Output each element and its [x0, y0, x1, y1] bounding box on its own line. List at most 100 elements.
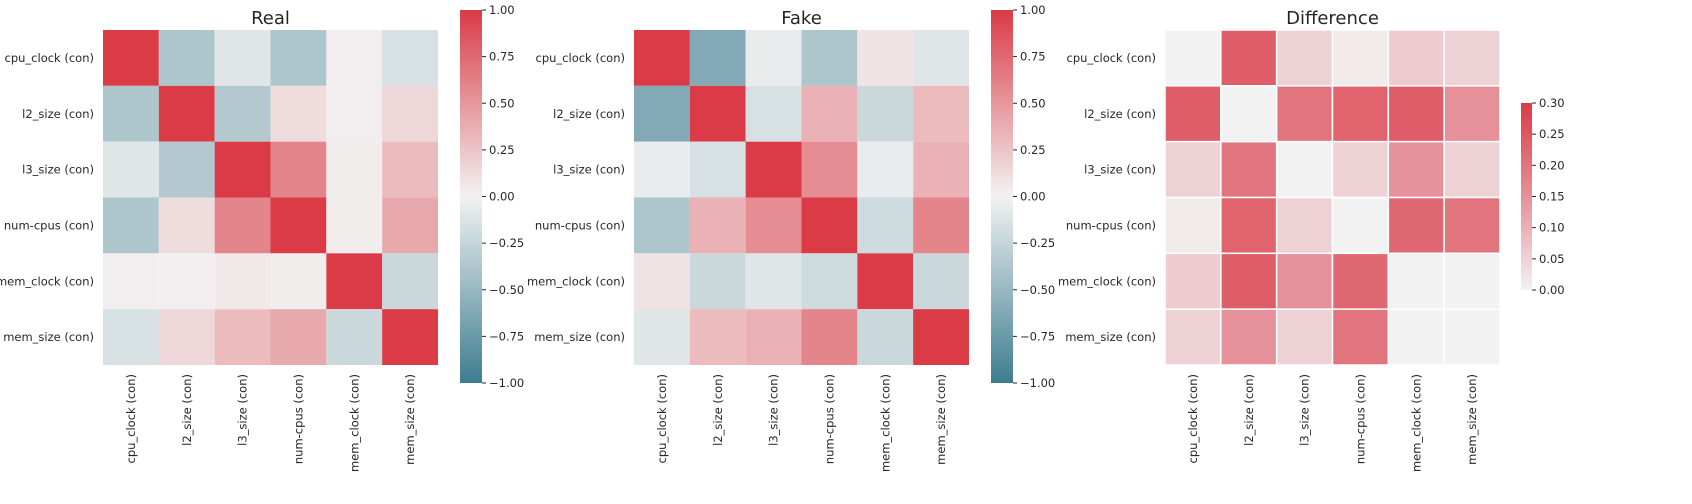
heatmap-cell	[1275, 252, 1334, 310]
col-tick-label: cpu_clock (con)	[655, 374, 669, 463]
colorbar-tick-label: 0.75	[489, 50, 515, 64]
heatmap-cell	[1164, 29, 1222, 87]
colorbar-tick-label: 0.25	[489, 143, 515, 157]
heatmap-cell	[1331, 29, 1390, 87]
heatmap-cell	[1387, 85, 1445, 143]
col-tick-label: l3_size (con)	[767, 374, 781, 446]
heatmap-cell	[326, 253, 383, 310]
heatmap-cell	[913, 253, 969, 310]
heatmap-cell	[1443, 140, 1501, 199]
row-tick-label: mem_size (con)	[534, 330, 625, 344]
col-tick-label: l2_size (con)	[1242, 374, 1256, 446]
colorbar-tick-label: 0.00	[489, 190, 515, 204]
heatmap-cell	[634, 85, 690, 142]
colorbar-tick-label: −0.50	[489, 283, 524, 297]
heatmap-cell	[1331, 85, 1390, 143]
heatmap-cell	[214, 141, 271, 198]
col-tick-label: mem_size (con)	[1465, 374, 1479, 465]
col-tick-label: num-cpus (con)	[822, 374, 836, 464]
colorbar-tick-label: 0.75	[1020, 50, 1046, 64]
colorbar	[460, 10, 482, 383]
heatmap-cell	[689, 253, 746, 310]
col-tick-label: l2_size (con)	[711, 374, 725, 446]
heatmap-cell	[689, 85, 746, 142]
heatmap-cell	[1220, 85, 1278, 143]
row-tick-label: num-cpus (con)	[4, 218, 94, 232]
heatmap-cell	[1275, 29, 1334, 87]
col-tick-label: cpu_clock (con)	[124, 374, 138, 463]
colorbar-tick-label: 0.30	[1539, 96, 1565, 110]
heatmap-cell	[745, 197, 802, 254]
row-tick-label: mem_clock (con)	[527, 274, 625, 288]
col-tick-label: mem_clock (con)	[1409, 374, 1423, 472]
heatmap-cell	[689, 309, 746, 365]
heatmap-cell	[103, 253, 159, 310]
heatmap-cell	[214, 197, 271, 254]
col-tick-label: mem_clock (con)	[347, 374, 361, 472]
heatmap-cell	[158, 197, 215, 254]
row-tick-label: cpu_clock (con)	[5, 51, 94, 65]
heatmap-cell	[158, 253, 215, 310]
heatmap-cell	[1275, 196, 1334, 255]
heatmap-cell	[326, 141, 383, 198]
heatmap-cell	[1220, 29, 1278, 87]
colorbar-tick-label: −0.50	[1020, 283, 1055, 297]
heatmap-cell	[382, 197, 438, 254]
heatmap-cell	[326, 30, 383, 86]
heatmap-cell	[634, 197, 690, 254]
row-tick-label: l2_size (con)	[22, 107, 94, 121]
heatmap-cell	[913, 30, 969, 86]
heatmap-panel-fake: Fake cpu_clock (con) l2_size (con) l3_size …	[527, 3, 1055, 472]
heatmap-cell	[1275, 85, 1334, 143]
chart-title: Real	[251, 8, 290, 29]
heatmap-cell	[801, 309, 858, 365]
heatmap-cell	[382, 85, 438, 142]
heatmap-cell	[1164, 252, 1222, 310]
heatmap-cell	[1275, 140, 1334, 199]
heatmap-cell	[857, 30, 914, 86]
row-tick-label: l3_size (con)	[553, 163, 625, 177]
heatmap-cell	[1164, 85, 1222, 143]
heatmap-cell	[634, 30, 690, 86]
row-tick-label: mem_size (con)	[1065, 330, 1156, 344]
row-tick-label: l3_size (con)	[22, 163, 94, 177]
colorbar	[991, 10, 1013, 383]
colorbar-tick-label: −0.25	[489, 236, 524, 250]
heatmap-cell	[1220, 140, 1278, 199]
heatmap-cell	[913, 197, 969, 254]
heatmap-cell	[1220, 196, 1278, 255]
heatmap-cell	[270, 197, 327, 254]
heatmap-cell	[857, 197, 914, 254]
row-tick-label: cpu_clock (con)	[536, 51, 625, 65]
heatmap-cell	[1443, 252, 1501, 310]
heatmap-cell	[913, 309, 969, 365]
heatmap-cell	[270, 309, 327, 365]
colorbar-tick-label: 0.25	[1020, 143, 1046, 157]
colorbar-tick-label: −0.75	[489, 329, 524, 343]
colorbar	[1521, 103, 1532, 290]
heatmap-cell	[382, 309, 438, 365]
heatmap-cell	[745, 309, 802, 365]
heatmap-cell	[857, 253, 914, 310]
heatmap-cell	[634, 141, 690, 198]
heatmap-cell	[1387, 196, 1445, 255]
col-tick-label: num-cpus (con)	[291, 374, 305, 464]
heatmap-cell	[1331, 140, 1390, 199]
heatmap-cell	[1220, 252, 1278, 310]
heatmap-cell	[270, 253, 327, 310]
row-tick-label: num-cpus (con)	[1066, 218, 1156, 232]
colorbar-tick-label: 1.00	[1020, 3, 1046, 17]
colorbar-tick-label: 1.00	[489, 3, 515, 17]
heatmap-cell	[382, 30, 438, 86]
heatmap-cell	[103, 30, 159, 86]
heatmap-cell	[801, 253, 858, 310]
heatmap-cell	[1443, 85, 1501, 143]
heatmap-cell	[857, 141, 914, 198]
heatmap-cell	[270, 85, 327, 142]
heatmap-cell	[1387, 140, 1445, 199]
heatmap-cell	[745, 253, 802, 310]
heatmap-cell	[214, 30, 271, 86]
heatmap-cell	[1387, 308, 1445, 366]
heatmap-cell	[1443, 196, 1501, 255]
